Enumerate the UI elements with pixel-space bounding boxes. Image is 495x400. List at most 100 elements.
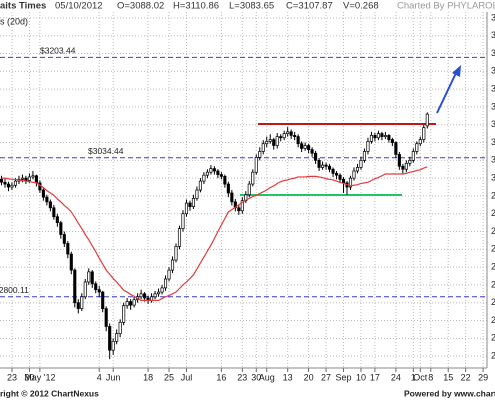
candle-body: [265, 140, 269, 145]
candle-body: [41, 189, 45, 198]
candle-body: [94, 283, 98, 291]
candle-body: [48, 201, 52, 209]
candle-body: [52, 207, 56, 218]
candle-body: [20, 177, 24, 180]
y-tick-label: 2: [491, 208, 495, 218]
candle-body: [153, 293, 157, 298]
x-tick-label: 30: [251, 372, 261, 382]
candle-body: [352, 170, 356, 179]
x-tick-label: Oct: [413, 372, 428, 382]
candle-body: [237, 207, 241, 212]
candle-body: [355, 167, 360, 172]
candle-body: [83, 281, 87, 298]
header-open: O=3088.02: [117, 1, 164, 12]
candle-body: [90, 271, 94, 285]
x-tick-label: 4: [97, 372, 102, 382]
candle-body: [3, 181, 7, 185]
candle-body: [331, 168, 335, 174]
candle-body: [87, 271, 91, 283]
candle-body: [307, 145, 311, 151]
y-tick-label: 2: [491, 244, 495, 254]
candle-body: [6, 183, 11, 188]
candle-body: [27, 176, 31, 181]
y-tick-label: 3: [491, 137, 495, 147]
candle-body: [415, 143, 419, 152]
candle-body: [167, 269, 171, 280]
x-tick-label: 23: [7, 372, 17, 382]
candle-body: [376, 133, 380, 139]
candle-body: [118, 321, 122, 334]
candle-body: [205, 171, 209, 176]
x-tick-label: 29: [478, 372, 488, 382]
candle-body: [286, 131, 290, 134]
candle-body: [188, 202, 192, 207]
candle-body: [125, 301, 129, 307]
candle-body: [422, 127, 426, 140]
candle-body: [289, 131, 293, 136]
x-tick-label: Jun: [106, 372, 121, 382]
candle-body: [341, 178, 346, 184]
price-level-label: $3034.44: [88, 146, 124, 156]
moving-average: [1, 166, 428, 301]
candle-body: [380, 133, 384, 137]
candle-body: [348, 177, 353, 188]
y-tick-label: 2: [491, 333, 495, 343]
candle-body: [115, 333, 119, 342]
candle-body: [184, 202, 189, 215]
candle-body: [122, 305, 126, 323]
candle-body: [111, 340, 115, 351]
candle-body: [202, 174, 206, 182]
y-tick-label: 3: [491, 119, 495, 129]
x-tick-label: 16: [216, 372, 226, 382]
candle-body: [275, 136, 279, 146]
candle-body: [394, 142, 398, 155]
x-tick-label: 1: [411, 372, 416, 382]
candle-body: [362, 151, 367, 161]
candle-body: [404, 162, 408, 170]
header-date: 05/10/2012: [55, 1, 103, 12]
candle-body: [230, 192, 234, 203]
candle-body: [219, 174, 223, 177]
trend-arrow-head: [452, 65, 461, 77]
price-level-label: $2800.11: [0, 285, 29, 295]
candle-body: [310, 149, 314, 154]
candle-body: [73, 269, 77, 304]
candle-body: [223, 176, 227, 185]
candle-body: [272, 139, 276, 146]
x-tick-label: 15: [443, 372, 453, 382]
candle-body: [293, 135, 297, 137]
candle-body: [383, 135, 387, 137]
candle-body: [80, 296, 84, 310]
y-tick-label: 3: [491, 173, 495, 183]
candle-body: [251, 171, 255, 185]
candle-body: [13, 180, 18, 186]
candle-body: [143, 293, 147, 299]
candle-body: [59, 222, 63, 235]
candle-body: [314, 152, 318, 161]
candles-layer: [0, 112, 429, 360]
y-tick-label: 3: [491, 12, 495, 22]
candle-body: [387, 135, 391, 140]
candle-body: [163, 278, 168, 289]
y-tick-label: 2: [491, 226, 495, 236]
instrument-name: aits Times: [0, 1, 46, 12]
x-tick-label: 10: [356, 372, 366, 382]
x-tick-label: 20: [304, 372, 314, 382]
candle-body: [254, 157, 258, 173]
candle-body: [397, 154, 401, 167]
header-credit: Charted By PHYLAROLOGIST: [397, 1, 495, 12]
candle-body: [226, 183, 230, 194]
header-close: C=3107.87: [286, 1, 333, 12]
x-tick-label: 30: [24, 372, 34, 382]
candle-body: [132, 299, 136, 306]
candle-body: [369, 135, 373, 142]
candle-body: [321, 164, 325, 168]
candle-body: [209, 168, 213, 173]
candle-body: [181, 213, 185, 229]
candle-body: [160, 287, 164, 293]
x-tick-label: Jul: [181, 372, 193, 382]
y-tick-label: 3: [491, 66, 495, 76]
candle-body: [279, 136, 283, 139]
